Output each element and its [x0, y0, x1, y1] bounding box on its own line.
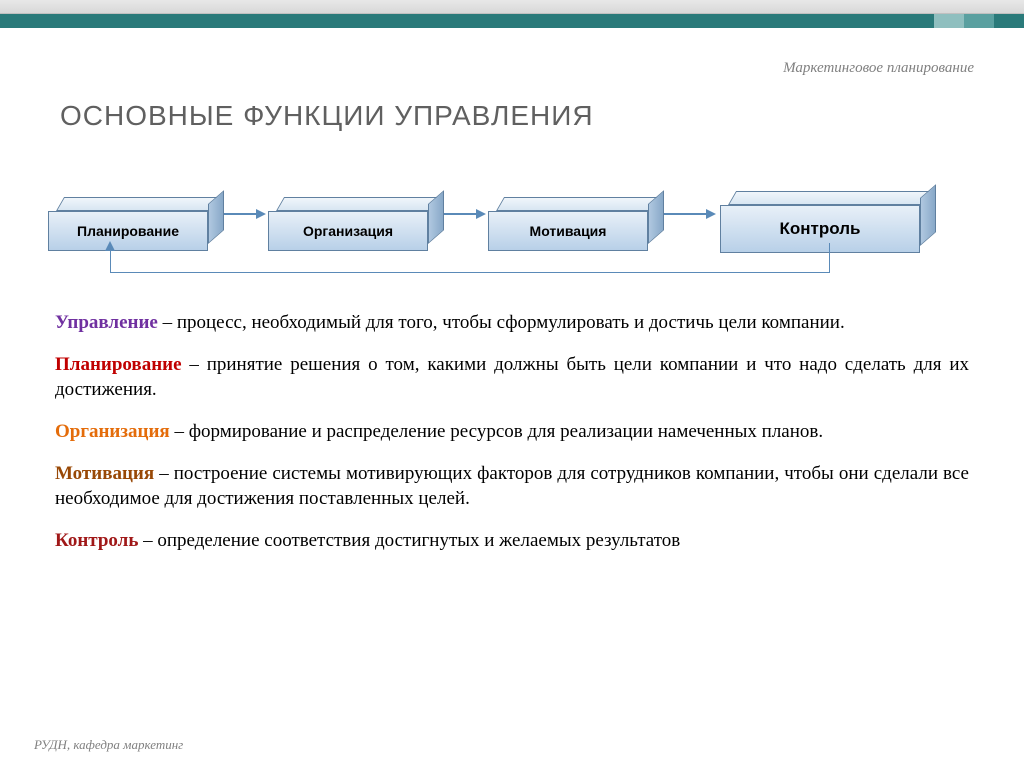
- definition-term: Планирование: [55, 354, 182, 375]
- window-chrome-bar: [0, 0, 1024, 14]
- definition-term: Мотивация: [55, 463, 154, 484]
- definition-text: – принятие решения о том, какими должны …: [55, 354, 969, 401]
- page-title: ОСНОВНЫЕ ФУНКЦИИ УПРАВЛЕНИЯ: [60, 100, 594, 132]
- flow-arrow: [444, 213, 478, 215]
- definition-text: – определение соответствия достигнутых и…: [138, 530, 680, 551]
- footer-text: РУДН, кафедра маркетинг: [34, 737, 183, 753]
- flow-arrow: [664, 213, 708, 215]
- accent-bar: [0, 14, 1024, 28]
- definition-item: Организация – формирование и распределен…: [55, 419, 969, 445]
- definition-term: Управление: [55, 312, 158, 333]
- flow-node-motivation: Мотивация: [488, 197, 664, 239]
- definition-item: Мотивация – построение системы мотивирую…: [55, 461, 969, 512]
- flow-diagram: Планирование Организация Мотивация Контроль: [0, 175, 1024, 305]
- definition-text: – процесс, необходимый для того, чтобы с…: [158, 312, 845, 333]
- flow-arrow: [224, 213, 258, 215]
- definition-item: Планирование – принятие решения о том, к…: [55, 352, 969, 403]
- feedback-loop: [110, 243, 830, 273]
- definition-item: Контроль – определение соответствия дост…: [55, 528, 969, 554]
- definition-term: Контроль: [55, 530, 138, 551]
- flow-node-control: Контроль: [720, 191, 896, 233]
- flow-node-organization: Организация: [268, 197, 444, 239]
- definition-text: – формирование и распределение ресурсов …: [170, 421, 823, 442]
- flow-node-planning: Планирование: [48, 197, 224, 239]
- definition-text: – построение системы мотивирующих фактор…: [55, 463, 969, 510]
- definition-term: Организация: [55, 421, 170, 442]
- feedback-arrowhead: [105, 241, 115, 251]
- definition-item: Управление – процесс, необходимый для то…: [55, 310, 969, 336]
- header-subtitle: Маркетинговое планирование: [783, 60, 974, 77]
- definitions-list: Управление – процесс, необходимый для то…: [55, 310, 969, 569]
